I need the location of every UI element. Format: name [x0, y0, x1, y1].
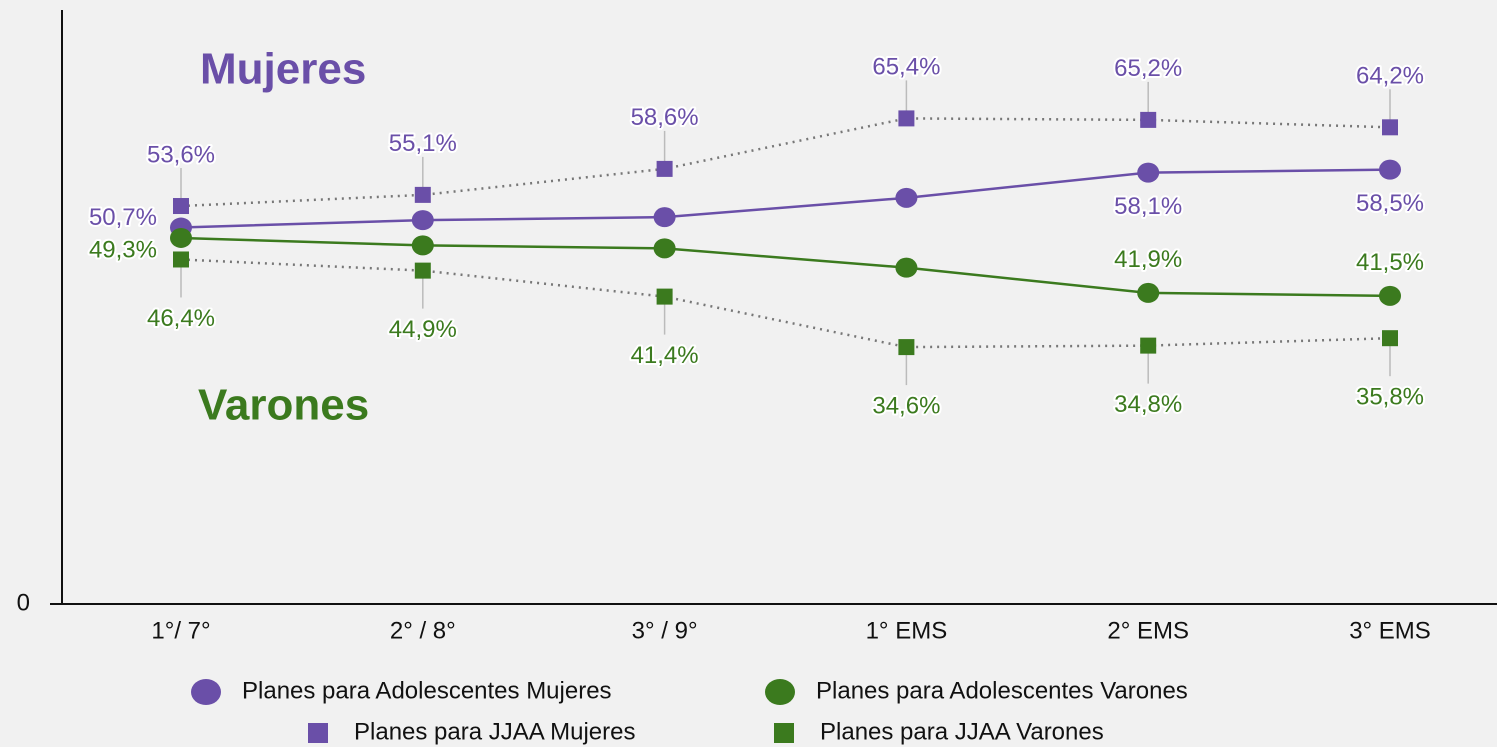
data-label: 58,6%	[631, 104, 699, 131]
data-label: 41,4%	[631, 342, 699, 369]
x-tick-label: 3° EMS	[1349, 617, 1431, 644]
point	[1379, 285, 1401, 306]
point	[1137, 162, 1160, 183]
point	[656, 160, 673, 177]
point	[1140, 111, 1157, 128]
legend-marker	[308, 723, 328, 743]
point	[1137, 282, 1160, 303]
point	[411, 235, 434, 256]
data-label: 46,4%	[147, 305, 215, 332]
point	[1382, 119, 1398, 136]
point	[173, 198, 189, 215]
series-line	[180, 117, 1391, 208]
point	[411, 210, 434, 231]
point	[898, 110, 915, 127]
point	[898, 339, 915, 356]
data-label: 53,6%	[147, 141, 215, 168]
legend-label: Planes para JJAA Varones	[820, 718, 1104, 745]
point	[1379, 159, 1401, 180]
point	[170, 227, 192, 248]
point	[656, 288, 673, 305]
point	[653, 207, 676, 228]
x-tick-label: 3° / 9°	[632, 617, 698, 644]
data-label: 58,5%	[1356, 190, 1424, 217]
point	[653, 238, 676, 259]
series-line	[180, 258, 1391, 349]
point	[1382, 330, 1398, 347]
annotation: Varones	[198, 381, 369, 430]
point	[895, 187, 918, 208]
data-label: 49,3%	[89, 236, 157, 263]
legend-marker	[191, 679, 221, 705]
point	[173, 251, 189, 268]
x-tick-label: 1°/ 7°	[151, 617, 210, 644]
x-tick-label: 2° EMS	[1107, 617, 1189, 644]
data-label: 64,2%	[1356, 63, 1424, 90]
legend-label: Planes para JJAA Mujeres	[354, 718, 635, 745]
x-tick-label: 1° EMS	[866, 617, 948, 644]
data-label: 41,5%	[1356, 249, 1424, 276]
data-label: 50,7%	[89, 204, 157, 231]
point	[414, 262, 431, 279]
data-label: 44,9%	[389, 316, 457, 343]
y-tick-label: 0	[17, 589, 30, 616]
data-label: 34,6%	[872, 392, 940, 419]
data-label: 35,8%	[1356, 384, 1424, 411]
data-label: 58,1%	[1114, 193, 1182, 220]
point	[1140, 337, 1157, 354]
data-label: 34,8%	[1114, 391, 1182, 418]
series-line	[180, 168, 1391, 229]
legend-label: Planes para Adolescentes Mujeres	[242, 677, 612, 704]
annotation: Mujeres	[200, 45, 366, 94]
data-label: 65,4%	[872, 54, 940, 81]
data-label: 65,2%	[1114, 55, 1182, 82]
point	[414, 186, 431, 203]
data-label: 41,9%	[1114, 246, 1182, 273]
legend-marker	[774, 723, 794, 743]
series-line	[180, 236, 1391, 298]
point	[895, 257, 918, 278]
x-tick-label: 2° / 8°	[390, 617, 456, 644]
data-label: 55,1%	[389, 130, 457, 157]
legend-label: Planes para Adolescentes Varones	[816, 677, 1188, 704]
legend-marker	[765, 679, 795, 705]
